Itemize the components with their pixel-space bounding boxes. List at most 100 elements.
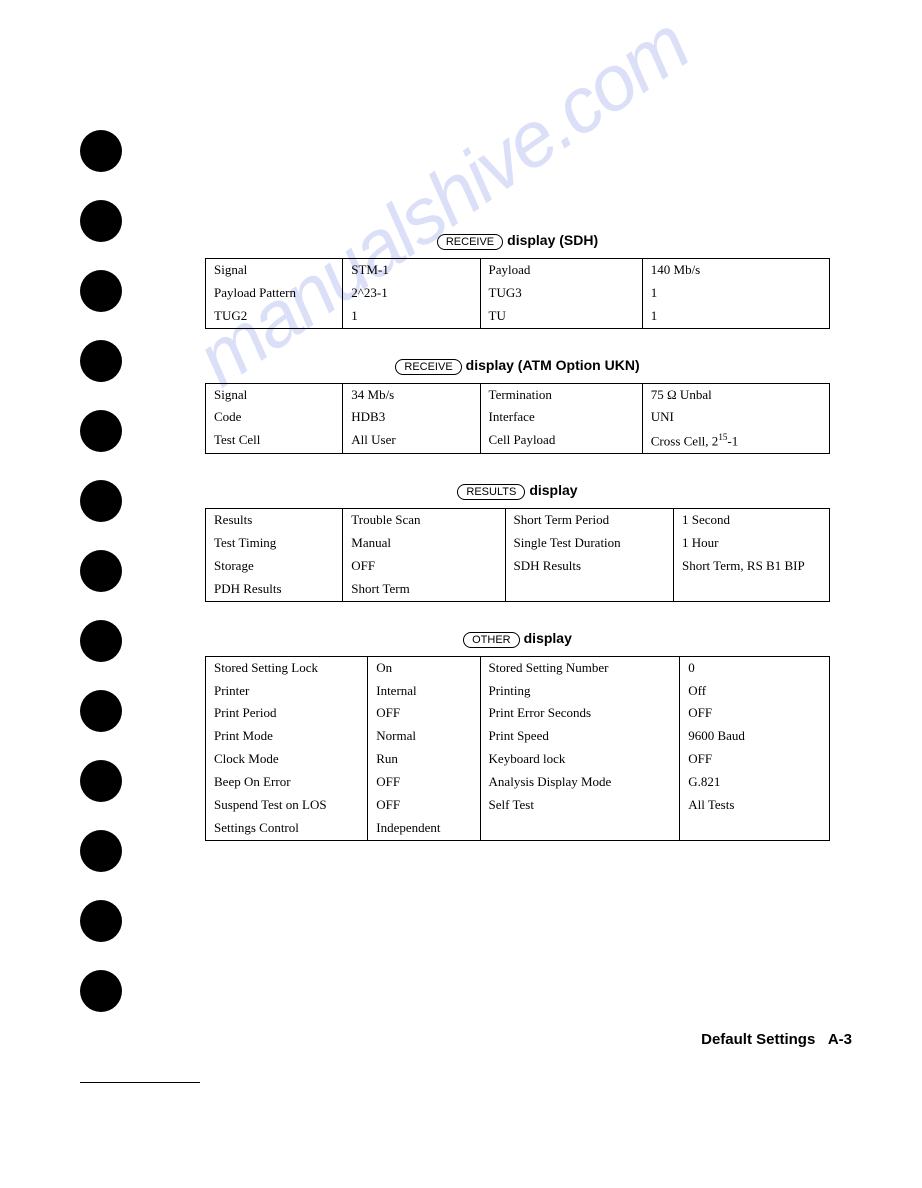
table-cell: Results — [206, 509, 343, 532]
table-row: Payload Pattern2^23-1TUG31 — [206, 282, 830, 305]
table-cell: Code — [206, 406, 343, 429]
key-button-label: RECEIVE — [395, 359, 461, 375]
table-row: Signal34 Mb/sTermination75 Ω Unbal — [206, 383, 830, 406]
table-cell: 0 — [680, 656, 830, 679]
key-button-label: RESULTS — [457, 484, 525, 500]
table-cell: Short Term Period — [505, 509, 673, 532]
table-cell: Storage — [206, 555, 343, 578]
table-cell: Payload — [480, 259, 642, 282]
table-cell: Printer — [206, 680, 368, 703]
table-cell: Print Error Seconds — [480, 702, 680, 725]
section-title-text: display — [529, 482, 577, 498]
table-cell: Short Term — [343, 578, 505, 601]
table-cell: UNI — [642, 406, 829, 429]
table-cell — [505, 578, 673, 601]
page-content: RECEIVEdisplay (SDH)SignalSTM-1Payload14… — [205, 232, 830, 869]
table-cell: PDH Results — [206, 578, 343, 601]
table-row: CodeHDB3InterfaceUNI — [206, 406, 830, 429]
hole-icon — [80, 620, 122, 662]
table-cell: 1 — [343, 305, 480, 328]
table-cell: 1 — [642, 282, 829, 305]
section-title: RESULTSdisplay — [205, 482, 830, 500]
table-cell: TUG3 — [480, 282, 642, 305]
hole-icon — [80, 550, 122, 592]
table-row: Beep On ErrorOFFAnalysis Display ModeG.8… — [206, 771, 830, 794]
table-cell: 1 Hour — [673, 532, 829, 555]
table-cell: All Tests — [680, 794, 830, 817]
footer-label: Default Settings — [701, 1031, 815, 1048]
table-row: Print ModeNormalPrint Speed9600 Baud — [206, 725, 830, 748]
table-cell: Signal — [206, 259, 343, 282]
table-cell — [480, 817, 680, 840]
hole-icon — [80, 690, 122, 732]
section-title: RECEIVEdisplay (SDH) — [205, 232, 830, 250]
table-cell: SDH Results — [505, 555, 673, 578]
table-cell: Clock Mode — [206, 748, 368, 771]
table-cell: All User — [343, 429, 480, 454]
table-cell: TUG2 — [206, 305, 343, 328]
hole-icon — [80, 760, 122, 802]
table-cell: Run — [368, 748, 480, 771]
table-cell: OFF — [368, 771, 480, 794]
settings-table: ResultsTrouble ScanShort Term Period1 Se… — [205, 508, 830, 601]
table-cell: Internal — [368, 680, 480, 703]
table-row: ResultsTrouble ScanShort Term Period1 Se… — [206, 509, 830, 532]
table-cell: OFF — [343, 555, 505, 578]
section-title-text: display — [524, 630, 572, 646]
table-cell — [680, 817, 830, 840]
section-title-text: display (SDH) — [507, 232, 598, 248]
table-cell: OFF — [680, 748, 830, 771]
section-title: RECEIVE display (ATM Option UKN) — [205, 357, 830, 375]
table-cell: STM-1 — [343, 259, 480, 282]
hole-icon — [80, 270, 122, 312]
table-cell: HDB3 — [343, 406, 480, 429]
table-cell: OFF — [680, 702, 830, 725]
table-row: Test CellAll UserCell PayloadCross Cell,… — [206, 429, 830, 454]
binder-holes — [80, 130, 122, 1012]
table-cell: Signal — [206, 383, 343, 406]
table-row: Stored Setting LockOnStored Setting Numb… — [206, 656, 830, 679]
footer-rule — [80, 1082, 200, 1083]
table-cell: Interface — [480, 406, 642, 429]
table-cell: Print Speed — [480, 725, 680, 748]
table-row: Settings ControlIndependent — [206, 817, 830, 840]
hole-icon — [80, 480, 122, 522]
table-cell: 2^23-1 — [343, 282, 480, 305]
settings-table: Stored Setting LockOnStored Setting Numb… — [205, 656, 830, 841]
section-title-text: display (ATM Option UKN) — [466, 357, 640, 373]
table-cell: Payload Pattern — [206, 282, 343, 305]
table-cell: Cell Payload — [480, 429, 642, 454]
key-button-label: RECEIVE — [437, 234, 503, 250]
table-cell: On — [368, 656, 480, 679]
table-cell: Manual — [343, 532, 505, 555]
table-row: TUG21TU1 — [206, 305, 830, 328]
table-cell: OFF — [368, 794, 480, 817]
hole-icon — [80, 410, 122, 452]
table-cell: Settings Control — [206, 817, 368, 840]
table-cell: G.821 — [680, 771, 830, 794]
table-cell: Single Test Duration — [505, 532, 673, 555]
hole-icon — [80, 900, 122, 942]
section-title: OTHERdisplay — [205, 630, 830, 648]
table-cell: Independent — [368, 817, 480, 840]
table-cell: 1 Second — [673, 509, 829, 532]
table-cell: Printing — [480, 680, 680, 703]
table-row: Clock ModeRunKeyboard lockOFF — [206, 748, 830, 771]
table-cell: Print Period — [206, 702, 368, 725]
table-cell: Test Timing — [206, 532, 343, 555]
table-cell: 9600 Baud — [680, 725, 830, 748]
table-cell: Stored Setting Number — [480, 656, 680, 679]
table-cell: Self Test — [480, 794, 680, 817]
hole-icon — [80, 340, 122, 382]
table-row: StorageOFFSDH ResultsShort Term, RS B1 B… — [206, 555, 830, 578]
table-cell: Off — [680, 680, 830, 703]
table-cell: Analysis Display Mode — [480, 771, 680, 794]
table-cell: Stored Setting Lock — [206, 656, 368, 679]
table-cell: Keyboard lock — [480, 748, 680, 771]
settings-table: SignalSTM-1Payload140 Mb/sPayload Patter… — [205, 258, 830, 329]
table-cell: 1 — [642, 305, 829, 328]
hole-icon — [80, 970, 122, 1012]
table-cell — [673, 578, 829, 601]
key-button-label: OTHER — [463, 632, 520, 648]
hole-icon — [80, 130, 122, 172]
